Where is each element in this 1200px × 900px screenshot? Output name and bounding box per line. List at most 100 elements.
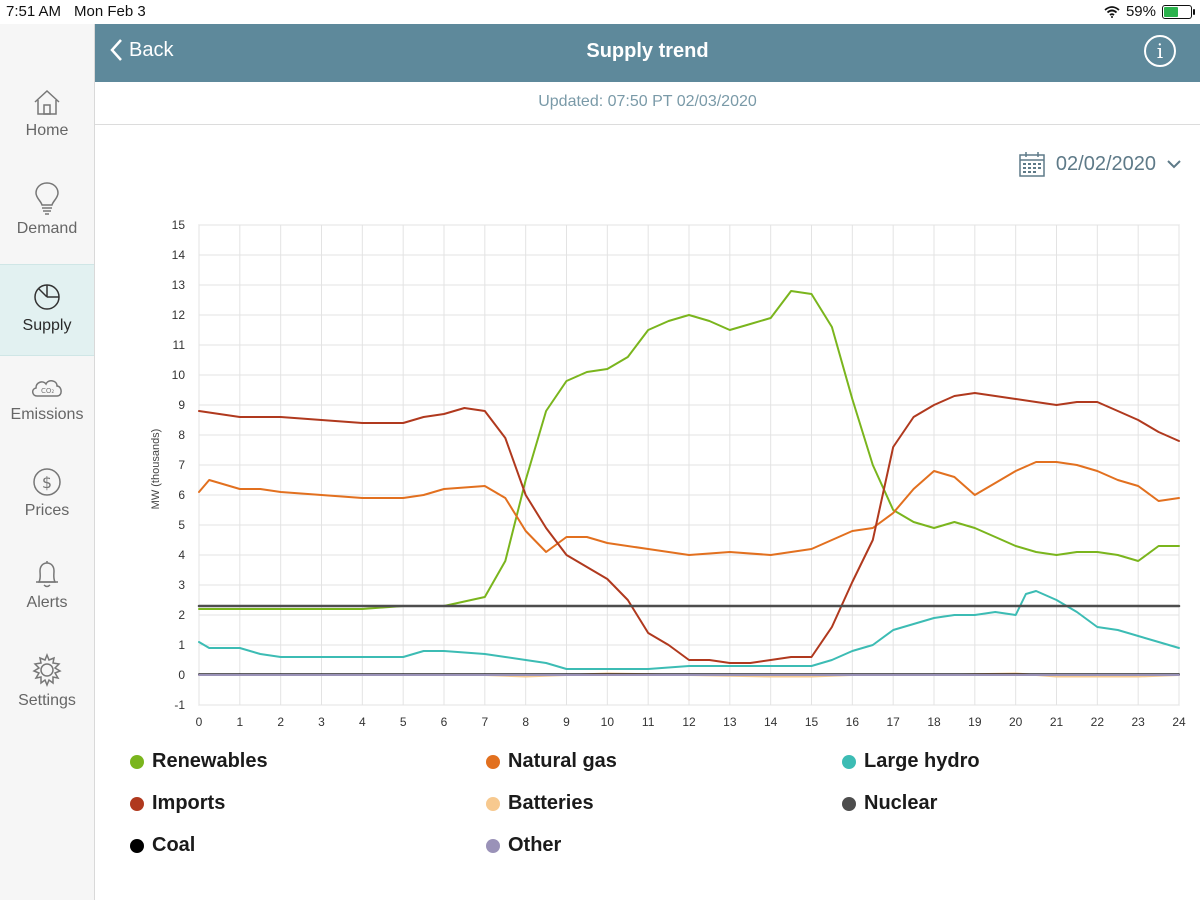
- sidebar: Home Demand Supply CO₂ Emissions $ Price…: [0, 24, 95, 900]
- sidebar-item-settings[interactable]: Settings: [0, 652, 94, 744]
- legend-item-imports[interactable]: Imports: [130, 792, 225, 815]
- legend-label: Natural gas: [508, 750, 617, 772]
- sidebar-item-alerts[interactable]: Alerts: [0, 558, 94, 650]
- sidebar-item-prices[interactable]: $ Prices: [0, 466, 94, 558]
- y-tick-label: 9: [178, 398, 185, 412]
- x-tick-label: 7: [481, 715, 488, 729]
- series-line-large-hydro: [198, 590, 1180, 670]
- x-tick-label: 0: [196, 715, 203, 729]
- y-tick-label: 14: [172, 248, 186, 262]
- x-tick-label: 4: [359, 715, 366, 729]
- back-label: Back: [129, 38, 174, 61]
- pie-chart-icon: [34, 284, 60, 310]
- series-line-natural-gas: [198, 461, 1180, 556]
- header-bar: Back Supply trend i: [95, 24, 1200, 82]
- x-tick-label: 5: [400, 715, 407, 729]
- svg-text:$: $: [42, 473, 52, 492]
- legend-item-renewables[interactable]: Renewables: [130, 750, 268, 773]
- bell-icon: [36, 561, 58, 588]
- y-tick-label: 2: [178, 608, 185, 622]
- x-tick-label: 18: [927, 715, 941, 729]
- x-tick-label: 8: [522, 715, 529, 729]
- y-tick-label: 0: [178, 668, 185, 682]
- y-tick-label: 1: [178, 638, 185, 652]
- legend-dot: [130, 838, 144, 853]
- x-tick-label: 22: [1091, 715, 1105, 729]
- legend-item-large-hydro[interactable]: Large hydro: [842, 750, 980, 773]
- x-tick-label: 3: [318, 715, 325, 729]
- legend-label: Other: [508, 834, 562, 856]
- x-tick-label: 19: [968, 715, 982, 729]
- wifi-icon: [1104, 5, 1120, 18]
- y-tick-label: 10: [172, 368, 186, 382]
- legend-label: Coal: [152, 834, 196, 856]
- legend-dot: [130, 796, 144, 811]
- info-button[interactable]: i: [1144, 35, 1176, 67]
- y-tick-label: 5: [178, 518, 185, 532]
- page-title: Supply trend: [586, 40, 709, 62]
- y-tick-label: -1: [174, 698, 185, 712]
- sidebar-item-label: Demand: [16, 220, 78, 237]
- legend-label: Nuclear: [864, 792, 938, 814]
- status-date: Mon Feb 3: [74, 3, 146, 20]
- status-bar: 7:51 AM Mon Feb 3 59%: [0, 0, 1200, 24]
- legend-dot: [130, 754, 144, 769]
- back-button[interactable]: Back: [109, 38, 173, 62]
- x-tick-label: 24: [1172, 715, 1186, 729]
- calendar-icon: [1019, 152, 1045, 177]
- legend-item-other[interactable]: Other: [486, 834, 561, 857]
- sidebar-item-emissions[interactable]: CO₂ Emissions: [0, 372, 94, 464]
- legend-dot: [486, 754, 500, 769]
- chevron-down-icon: [1167, 160, 1181, 169]
- sidebar-item-label: Supply: [22, 317, 72, 334]
- legend-item-batteries[interactable]: Batteries: [486, 792, 594, 815]
- x-tick-label: 6: [441, 715, 448, 729]
- sidebar-item-demand[interactable]: Demand: [0, 180, 94, 272]
- svg-text:CO₂: CO₂: [41, 387, 54, 395]
- dollar-icon: $: [33, 468, 61, 496]
- legend-label: Batteries: [508, 792, 594, 814]
- legend-item-natural-gas[interactable]: Natural gas: [486, 750, 617, 773]
- y-tick-label: 3: [178, 578, 185, 592]
- x-tick-label: 11: [642, 715, 655, 729]
- x-tick-label: 9: [563, 715, 570, 729]
- legend-dot: [842, 796, 856, 811]
- x-tick-label: 1: [236, 715, 243, 729]
- y-tick-label: 12: [172, 308, 186, 322]
- date-value: 02/02/2020: [1055, 152, 1156, 175]
- x-tick-label: 14: [764, 715, 778, 729]
- x-tick-label: 16: [846, 715, 860, 729]
- sidebar-item-label: Prices: [24, 502, 70, 519]
- x-tick-label: 20: [1009, 715, 1023, 729]
- gear-icon: [32, 652, 62, 688]
- sidebar-item-home[interactable]: Home: [0, 86, 94, 178]
- battery-percent: 59%: [1125, 3, 1156, 20]
- x-tick-label: 23: [1131, 715, 1145, 729]
- legend-label: Imports: [152, 792, 226, 814]
- lightbulb-icon: [35, 182, 59, 215]
- legend-item-nuclear[interactable]: Nuclear: [842, 792, 937, 815]
- legend-dot: [486, 796, 500, 811]
- x-tick-label: 21: [1050, 715, 1064, 729]
- x-tick-label: 10: [601, 715, 615, 729]
- series-line-imports: [198, 392, 1180, 664]
- y-tick-label: 13: [172, 278, 186, 292]
- co2-cloud-icon: CO₂: [32, 380, 62, 397]
- series-line-renewables: [198, 290, 1180, 610]
- updated-timestamp: Updated: 07:50 PT 02/03/2020: [95, 82, 1200, 125]
- legend-dot: [486, 838, 500, 853]
- status-time: 7:51 AM: [6, 3, 62, 20]
- y-tick-label: 15: [172, 218, 186, 232]
- y-tick-label: 11: [173, 338, 186, 352]
- y-tick-label: 4: [178, 548, 185, 562]
- battery-icon: [1162, 4, 1195, 19]
- legend-label: Large hydro: [864, 750, 980, 772]
- date-picker[interactable]: 02/02/2020: [1018, 150, 1182, 178]
- x-tick-label: 12: [682, 715, 696, 729]
- sidebar-item-label: Home: [25, 122, 69, 139]
- legend-dot: [842, 754, 856, 769]
- sidebar-item-supply[interactable]: Supply: [0, 264, 94, 356]
- y-axis-label: MW (thousands): [150, 429, 162, 510]
- legend-item-coal[interactable]: Coal: [130, 834, 195, 857]
